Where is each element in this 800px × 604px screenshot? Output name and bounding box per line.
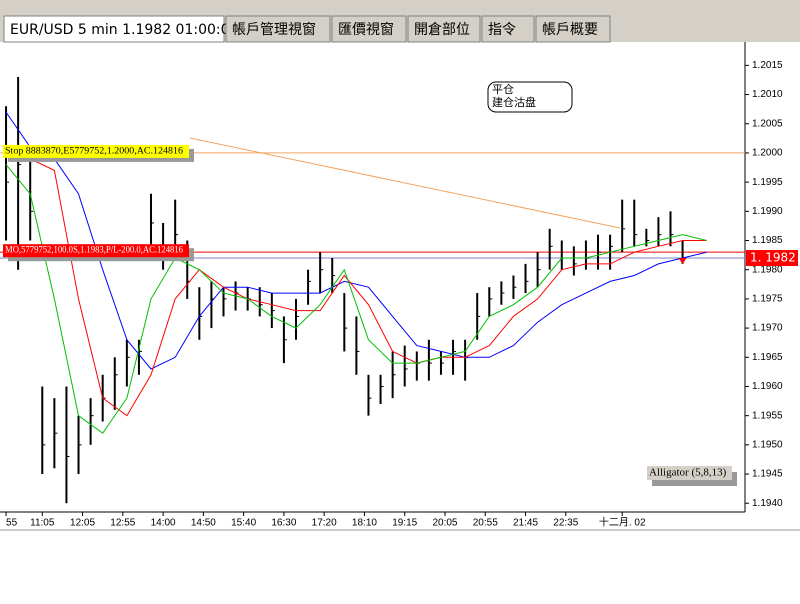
indicator-box — [647, 466, 732, 480]
tab[interactable] — [3, 15, 225, 43]
alligator-line — [5, 164, 707, 434]
y-tick-label: 1.1965 — [752, 352, 783, 363]
tab-label[interactable]: 開倉部位 — [414, 22, 470, 38]
x-tick-label: 19:15 — [392, 518, 417, 529]
tab[interactable] — [535, 15, 611, 43]
y-tick-label: 1.2005 — [752, 118, 783, 129]
tab[interactable] — [407, 15, 481, 43]
indicator-label: Alligator (5,8,13) — [649, 467, 727, 479]
x-tick-label: 21:45 — [513, 518, 538, 529]
x-tick-label: 20:55 — [473, 518, 498, 529]
x-tick-label: 12:05 — [70, 518, 95, 529]
tab-label[interactable]: EUR/USD 5 min 1.1982 01:00:00 — [10, 22, 238, 38]
plot-area — [0, 42, 745, 512]
x-tick-label: 15:40 — [231, 518, 256, 529]
y-tick-label: 1.2000 — [752, 148, 783, 159]
tab-label[interactable]: 指令 — [488, 22, 516, 38]
x-tick-label: 18:10 — [352, 518, 377, 529]
price-tag: 1. 1982 — [750, 251, 796, 265]
tab-label[interactable]: 帳戶概要 — [542, 22, 598, 38]
tab[interactable] — [225, 15, 331, 43]
x-tick-label: 55 — [6, 518, 18, 529]
x-tick-label: 十二月. 02 — [599, 516, 646, 529]
order-label: MO,5779752,100.0S,1.1983,P/L-200.0,AC.12… — [5, 245, 183, 255]
y-tick-label: 1.1950 — [752, 439, 783, 450]
y-tick-label: 1.2015 — [752, 60, 783, 71]
x-tick-label: 17:20 — [312, 518, 337, 529]
y-tick-label: 1.1970 — [752, 323, 783, 334]
x-tick-label: 20:05 — [432, 518, 457, 529]
order-label: Stop 8883870,E5779752,1.2000,AC.124816 — [5, 145, 184, 155]
y-tick-label: 1.2010 — [752, 89, 783, 100]
tab[interactable] — [481, 15, 535, 43]
x-tick-label: 12:55 — [110, 518, 135, 529]
x-tick-label: 16:30 — [271, 518, 296, 529]
current-price-marker — [678, 258, 687, 265]
y-tick-label: 1.1955 — [752, 410, 783, 421]
alligator-line — [5, 111, 707, 370]
y-tick-label: 1.1995 — [752, 177, 783, 188]
note-box — [487, 81, 573, 113]
y-tick-label: 1.1945 — [752, 469, 783, 480]
note-text: 平仓 — [492, 82, 514, 96]
y-tick-label: 1.1940 — [752, 498, 783, 509]
tab[interactable] — [331, 15, 407, 43]
price-tag-box — [746, 250, 798, 267]
tab-label[interactable]: 帳戶管理視窗 — [232, 21, 316, 38]
y-tick-label: 1.1960 — [752, 381, 783, 392]
x-tick-label: 22:35 — [553, 518, 578, 529]
y-tick-label: 1.1975 — [752, 294, 783, 305]
order-label-box — [3, 244, 189, 258]
order-label-box — [3, 144, 189, 158]
y-tick-label: 1.1980 — [752, 264, 783, 275]
alligator-line — [5, 146, 707, 417]
note-text: 建仓沽盘 — [492, 95, 536, 109]
y-tick-label: 1.1985 — [752, 235, 783, 246]
y-tick-label: 1.1990 — [752, 206, 783, 217]
x-tick-label: 14:50 — [191, 518, 216, 529]
x-tick-label: 11:05 — [30, 518, 55, 529]
tab-label[interactable]: 匯價視窗 — [338, 21, 394, 38]
x-tick-label: 14:00 — [151, 518, 176, 529]
